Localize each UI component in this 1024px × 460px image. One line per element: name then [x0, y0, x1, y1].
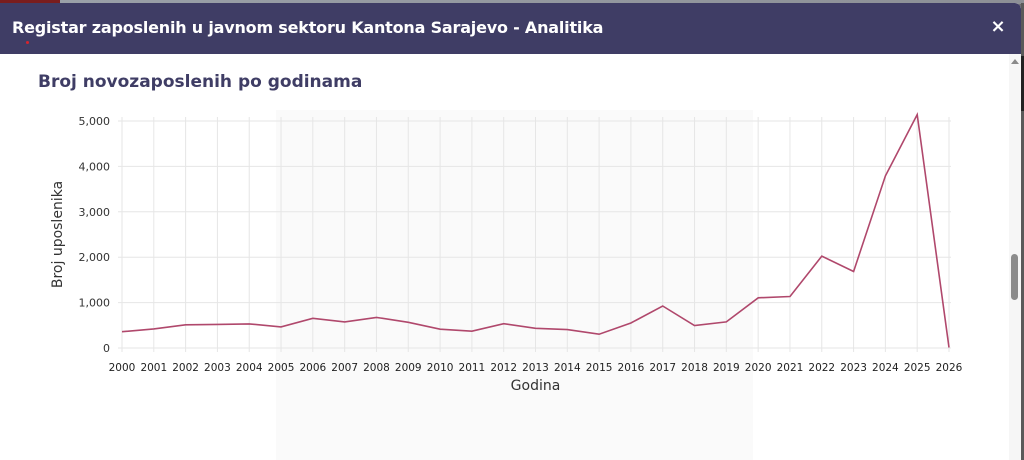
x-tick-label: 2010: [427, 362, 454, 374]
modal-body: Broj novozaposlenih po godinama 0 1,000 2,…: [0, 54, 1009, 460]
x-tick-label: 2008: [363, 362, 390, 374]
x-tick-label: 2023: [840, 362, 867, 374]
x-tick-label: 2019: [713, 362, 740, 374]
x-tick-label: 2002: [172, 362, 199, 374]
x-tick-label: 2003: [204, 362, 231, 374]
scrollbar-thumb[interactable]: [1011, 254, 1018, 300]
modal-header: Registar zaposlenih u javnom sektoru Kan…: [0, 3, 1021, 54]
y-tick-label: 2,000: [79, 251, 111, 264]
scroll-up-arrow-icon[interactable]: [1011, 59, 1019, 64]
close-icon[interactable]: ×: [990, 16, 1006, 37]
x-tick-label: 2012: [490, 362, 517, 374]
x-tick-label: 2015: [586, 362, 613, 374]
x-tick-label: 2009: [395, 362, 422, 374]
x-tick-label: 2016: [618, 362, 645, 374]
x-tick-label: 2000: [109, 362, 136, 374]
x-tick-label: 2025: [904, 362, 931, 374]
x-tick-label: 2026: [936, 362, 963, 374]
x-axis-title: Godina: [511, 378, 561, 394]
x-tick-label: 2005: [268, 362, 295, 374]
x-tick-label: 2001: [140, 362, 167, 374]
x-tick-label: 2024: [872, 362, 899, 374]
y-tick-label: 3,000: [79, 206, 111, 219]
analytics-modal: Registar zaposlenih u javnom sektoru Kan…: [0, 3, 1021, 460]
chart-title: Broj novozaposlenih po godinama: [38, 72, 363, 92]
x-tick-label: 2018: [681, 362, 708, 374]
y-tick-label: 1,000: [79, 297, 111, 310]
background-page-strip: [0, 0, 1024, 4]
vertical-scrollbar[interactable]: [1009, 54, 1021, 460]
x-tick-label: 2014: [554, 362, 581, 374]
x-tick-label: 2020: [745, 362, 772, 374]
series-line: [121, 111, 950, 348]
x-tick-label: 2013: [522, 362, 549, 374]
y-tick-label: 4,000: [79, 160, 111, 173]
x-tick-label: 2006: [299, 362, 326, 374]
y-axis-title: Broj uposlenika: [50, 181, 66, 288]
window-edge: [1021, 3, 1024, 460]
cursor-dot: [26, 41, 29, 44]
y-tick-label: 0: [103, 342, 110, 355]
x-tick-label: 2007: [331, 362, 358, 374]
watermark-seal-background: [276, 110, 753, 460]
x-tick-label: 2004: [236, 362, 263, 374]
window-edge-dark: [1021, 56, 1024, 111]
modal-title: Registar zaposlenih u javnom sektoru Kan…: [12, 18, 604, 37]
x-tick-label: 2011: [459, 362, 486, 374]
x-tick-label: 2022: [808, 362, 835, 374]
x-tick-label: 2021: [777, 362, 804, 374]
x-tick-label: 2017: [649, 362, 676, 374]
y-tick-label: 5,000: [79, 115, 111, 128]
line-chart: 0 1,000 2,000 3,000 4,000 5,000 2000 2001 2002 20…: [50, 111, 963, 394]
